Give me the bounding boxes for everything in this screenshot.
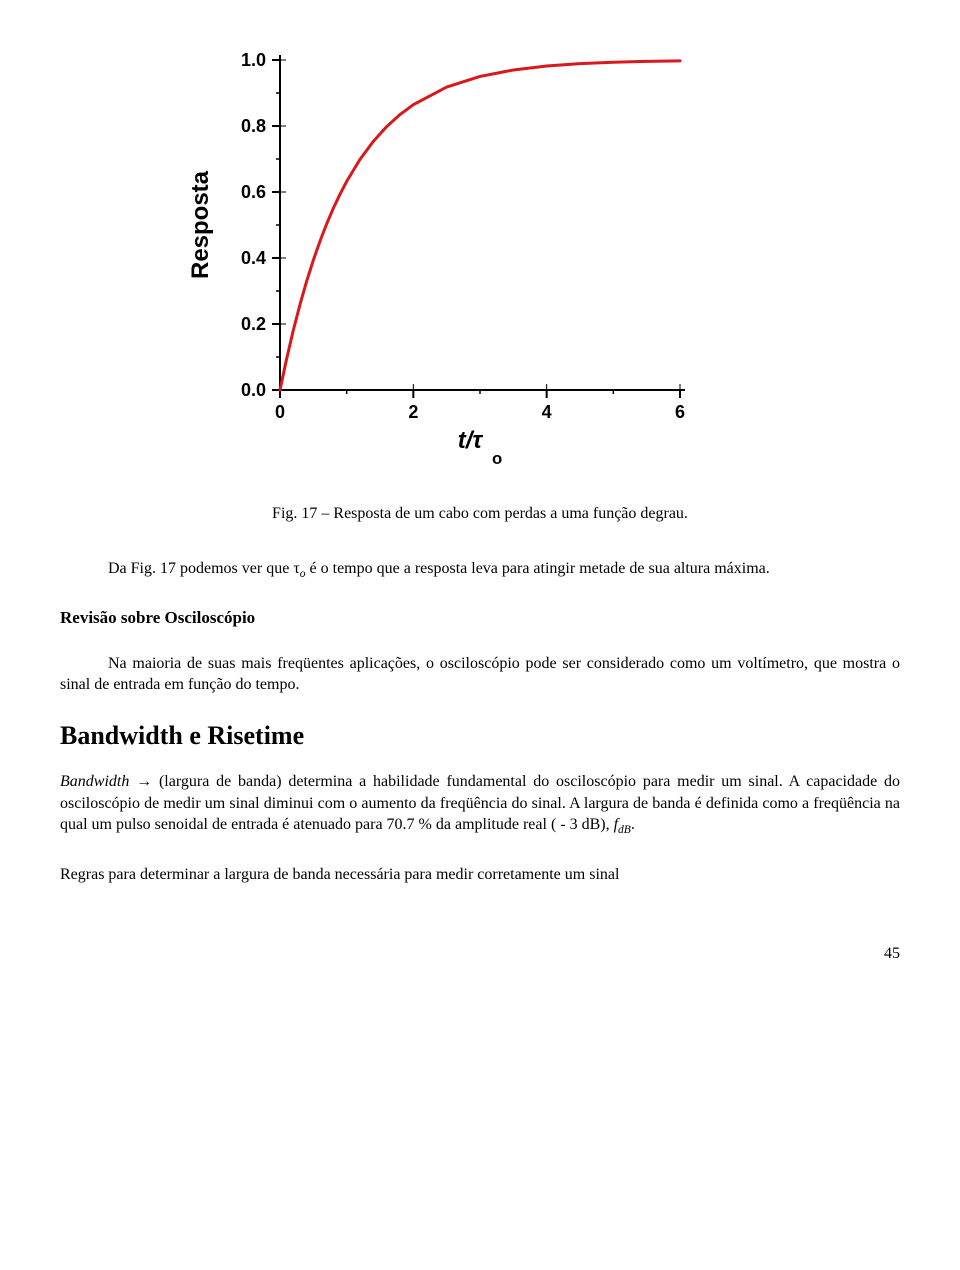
svg-text:0.2: 0.2 [241, 314, 266, 334]
paragraph-intro: Da Fig. 17 podemos ver que τo é o tempo … [60, 558, 900, 583]
para1-text-b: é o tempo que a resposta leva para ating… [306, 560, 770, 577]
svg-text:t/τ: t/τ [458, 427, 484, 454]
paragraph-rules: Regras para determinar a largura de band… [60, 864, 900, 886]
svg-text:2: 2 [408, 402, 418, 422]
para3-text-b: (largura de banda) determina a habilidad… [60, 773, 900, 833]
paragraph-osciloscope: Na maioria de suas mais freqüentes aplic… [60, 653, 900, 696]
page-number: 45 [60, 945, 900, 963]
bandwidth-term: Bandwidth [60, 773, 129, 790]
svg-text:0.6: 0.6 [241, 182, 266, 202]
para3-text-c: . [631, 816, 635, 833]
svg-text:o: o [492, 449, 502, 468]
svg-text:6: 6 [675, 402, 685, 422]
figure-caption: Fig. 17 – Resposta de um cabo com perdas… [60, 505, 900, 523]
svg-text:0: 0 [275, 402, 285, 422]
response-chart: 0.0 0.2 0.4 0.6 0.8 1.0 0 2 4 6 Resposta t/τ o [180, 40, 900, 475]
svg-text:0.8: 0.8 [241, 116, 266, 136]
fdb-sub: dB [618, 824, 631, 836]
paragraph-bandwidth: Bandwidth → (largura de banda) determina… [60, 771, 900, 839]
section-heading-osciloscope: Revisão sobre Osciloscópio [60, 608, 900, 628]
svg-text:0.4: 0.4 [241, 248, 266, 268]
svg-text:1.0: 1.0 [241, 50, 266, 70]
para1-text-a: Da Fig. 17 podemos ver que [108, 560, 293, 577]
svg-text:Resposta: Resposta [187, 170, 214, 279]
section-heading-bandwidth: Bandwidth e Risetime [60, 721, 900, 751]
svg-text:0.0: 0.0 [241, 380, 266, 400]
arrow-symbol: → [129, 773, 159, 790]
svg-text:4: 4 [542, 402, 552, 422]
chart-svg: 0.0 0.2 0.4 0.6 0.8 1.0 0 2 4 6 Resposta t/τ o [180, 40, 700, 470]
